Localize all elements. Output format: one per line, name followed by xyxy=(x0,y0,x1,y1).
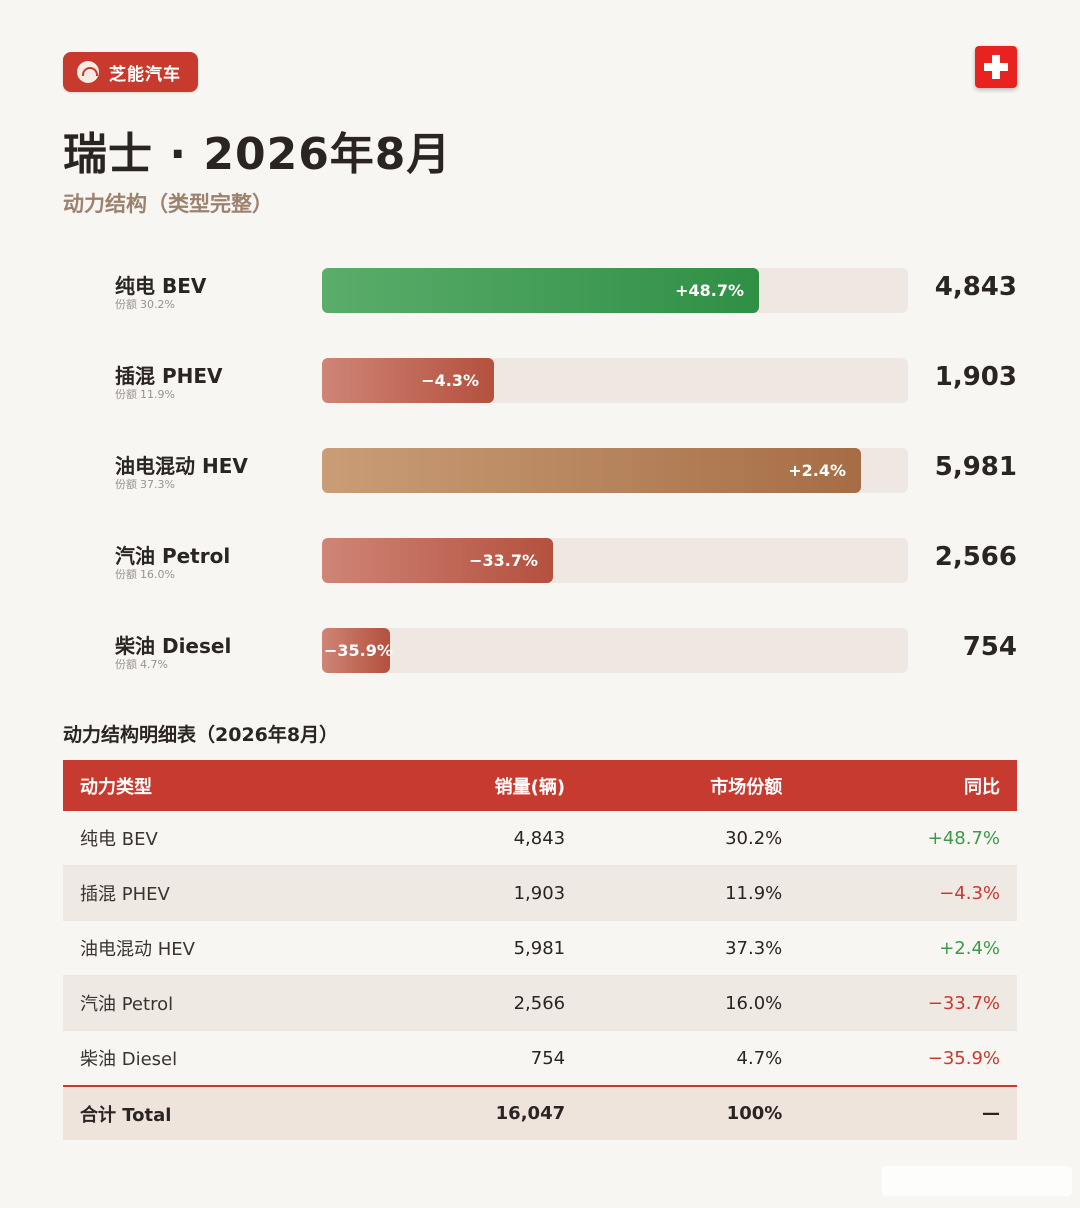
bar-track: −35.9% xyxy=(322,628,908,673)
cell-sales: 2,566 xyxy=(368,975,583,1031)
cell-yoy: −35.9% xyxy=(799,1030,1017,1086)
category-label: 柴油 Diesel xyxy=(115,634,232,658)
cell-sales: 4,843 xyxy=(368,811,583,866)
share-prefix: 份额 xyxy=(115,568,137,581)
share-prefix: 份额 xyxy=(115,298,137,311)
bar-track: −33.7% xyxy=(322,538,908,583)
total-label: 合计 Total xyxy=(63,1085,369,1140)
chart-row: 油电混动 HEV 份额 37.3% +2.4% 5,981 xyxy=(0,448,1080,508)
share-label: 份额 30.2% xyxy=(115,296,175,312)
yoy-data-label: +48.7% xyxy=(675,281,744,300)
column-header-yoy: 同比 xyxy=(799,760,1017,811)
total-share: 100% xyxy=(582,1085,800,1140)
share-value: 30.2% xyxy=(140,298,175,311)
bar-track: +48.7% xyxy=(322,268,908,313)
yoy-data-label: −4.3% xyxy=(421,371,479,390)
value-label: 4,843 xyxy=(934,272,1017,302)
share-prefix: 份额 xyxy=(115,478,137,491)
bar-track: +2.4% xyxy=(322,448,908,493)
bar: +2.4% xyxy=(322,448,861,493)
table-total-row: 合计 Total 16,047 100% — xyxy=(63,1085,1017,1140)
yoy-data-label: −33.7% xyxy=(469,551,538,570)
brand-badge: 芝能汽车 xyxy=(63,52,198,92)
chart-row: 插混 PHEV 份额 11.9% −4.3% 1,903 xyxy=(0,358,1080,418)
share-value: 16.0% xyxy=(140,568,175,581)
table-title: 动力结构明细表（2026年8月） xyxy=(63,724,339,746)
chart-row: 柴油 Diesel 份额 4.7% −35.9% 754 xyxy=(0,628,1080,688)
detail-table: 动力类型 销量(辆) 市场份额 同比 纯电 BEV 4,843 30.2% +48.7… xyxy=(63,760,1017,1140)
swiss-flag-icon xyxy=(975,46,1017,88)
value-label: 5,981 xyxy=(934,452,1017,482)
cell-type: 汽油 Petrol xyxy=(63,975,369,1031)
value-label: 2,566 xyxy=(934,542,1017,572)
cell-type: 柴油 Diesel xyxy=(63,1030,369,1086)
chart-row: 纯电 BEV 份额 30.2% +48.7% 4,843 xyxy=(0,268,1080,328)
page-subtitle: 动力结构（类型完整） xyxy=(63,192,273,216)
cell-type: 纯电 BEV xyxy=(63,811,369,866)
total-yoy: — xyxy=(799,1085,1017,1140)
bar: +48.7% xyxy=(322,268,759,313)
share-value: 4.7% xyxy=(140,658,168,671)
cell-share: 11.9% xyxy=(582,865,800,921)
share-prefix: 份额 xyxy=(115,658,137,671)
share-prefix: 份额 xyxy=(115,388,137,401)
value-label: 1,903 xyxy=(934,362,1017,392)
table-row: 汽油 Petrol 2,566 16.0% −33.7% xyxy=(63,975,1017,1031)
value-label: 754 xyxy=(962,632,1017,662)
table-row: 油电混动 HEV 5,981 37.3% +2.4% xyxy=(63,920,1017,976)
cell-type: 油电混动 HEV xyxy=(63,920,369,976)
bar: −33.7% xyxy=(322,538,553,583)
share-label: 份额 11.9% xyxy=(115,386,175,402)
cell-yoy: +2.4% xyxy=(799,920,1017,976)
category-label: 插混 PHEV xyxy=(115,364,223,388)
category-label: 汽油 Petrol xyxy=(115,544,231,568)
column-header-share: 市场份额 xyxy=(582,760,800,811)
share-value: 37.3% xyxy=(140,478,175,491)
share-label: 份额 37.3% xyxy=(115,476,175,492)
cell-sales: 1,903 xyxy=(368,865,583,921)
watermark xyxy=(882,1166,1072,1196)
cell-share: 16.0% xyxy=(582,975,800,1031)
share-label: 份额 16.0% xyxy=(115,566,175,582)
brand-name: 芝能汽车 xyxy=(109,64,181,85)
table-body: 纯电 BEV 4,843 30.2% +48.7% 插混 PHEV 1,903 11.9% −… xyxy=(63,811,1017,1086)
category-label: 纯电 BEV xyxy=(115,274,207,298)
cell-share: 37.3% xyxy=(582,920,800,976)
cell-yoy: +48.7% xyxy=(799,811,1017,866)
table-row: 柴油 Diesel 754 4.7% −35.9% xyxy=(63,1030,1017,1086)
total-sales: 16,047 xyxy=(368,1085,583,1140)
chart-row: 汽油 Petrol 份额 16.0% −33.7% 2,566 xyxy=(0,538,1080,598)
yoy-data-label: −35.9% xyxy=(324,641,393,660)
bar: −4.3% xyxy=(322,358,494,403)
cell-sales: 5,981 xyxy=(368,920,583,976)
cell-share: 4.7% xyxy=(582,1030,800,1086)
table-header-row: 动力类型 销量(辆) 市场份额 同比 xyxy=(63,760,1017,811)
cell-sales: 754 xyxy=(368,1030,583,1086)
bar-track: −4.3% xyxy=(322,358,908,403)
cell-yoy: −4.3% xyxy=(799,865,1017,921)
yoy-data-label: +2.4% xyxy=(788,461,846,480)
table-row: 插混 PHEV 1,903 11.9% −4.3% xyxy=(63,865,1017,921)
column-header-sales: 销量(辆) xyxy=(368,760,583,811)
share-value: 11.9% xyxy=(140,388,175,401)
table-row: 纯电 BEV 4,843 30.2% +48.7% xyxy=(63,811,1017,866)
car-badge-icon xyxy=(77,61,99,83)
cell-share: 30.2% xyxy=(582,811,800,866)
category-label: 油电混动 HEV xyxy=(115,454,248,478)
page-title: 瑞士 · 2026年8月 xyxy=(63,129,452,180)
bar: −35.9% xyxy=(322,628,393,673)
cell-yoy: −33.7% xyxy=(799,975,1017,1031)
share-label: 份额 4.7% xyxy=(115,656,168,672)
column-header-type: 动力类型 xyxy=(63,760,369,811)
cell-type: 插混 PHEV xyxy=(63,865,369,921)
